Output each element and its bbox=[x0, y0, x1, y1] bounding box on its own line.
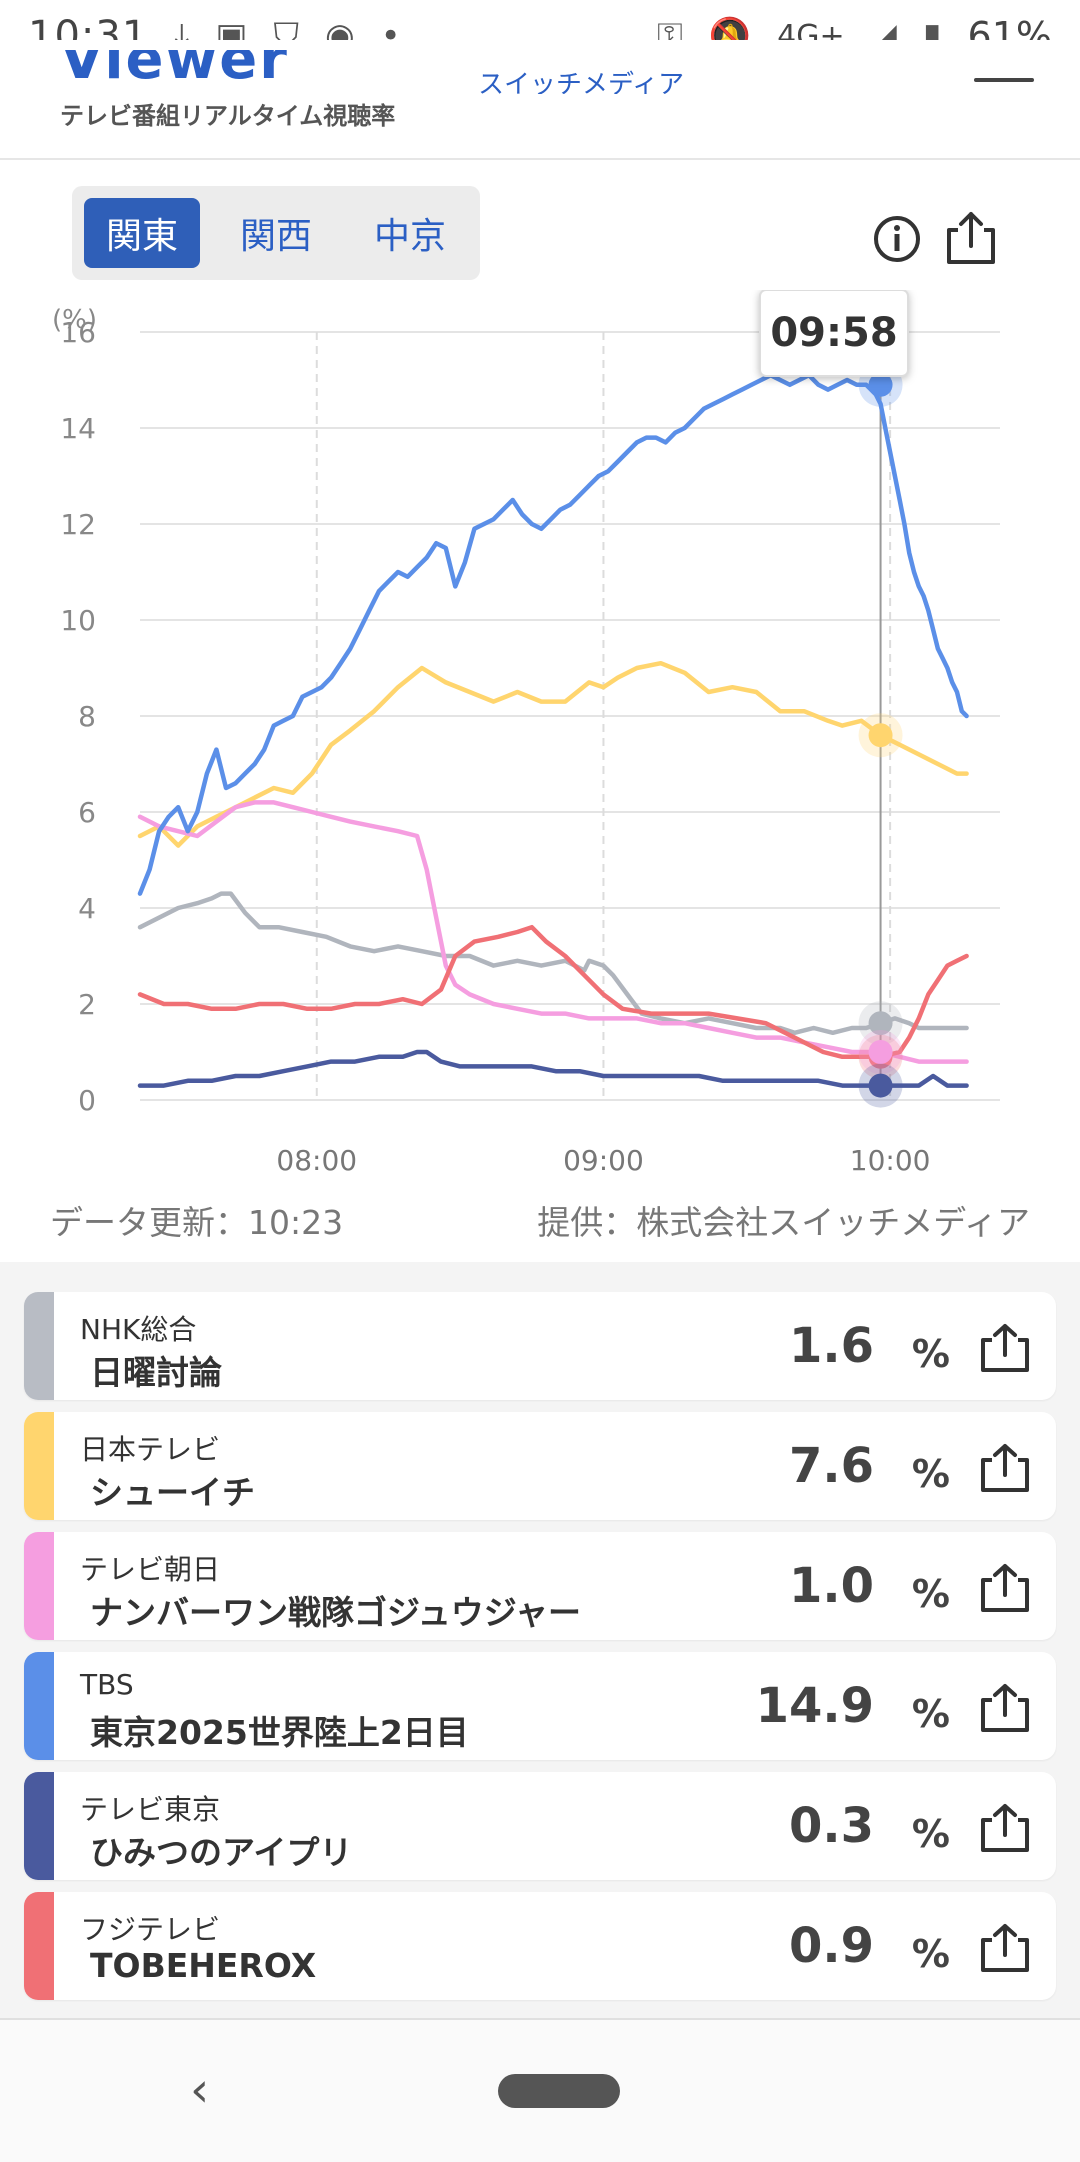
program-title: ひみつのアイプリ bbox=[90, 1833, 353, 1872]
rating-unit: % bbox=[911, 1452, 950, 1496]
tab-kanto[interactable]: 関東 bbox=[84, 198, 200, 268]
cursor-time-label: 09:58 bbox=[770, 310, 897, 356]
rating-value: 0.9 bbox=[788, 1918, 874, 1974]
share-icon[interactable] bbox=[944, 210, 998, 266]
marker-ex bbox=[868, 1040, 893, 1064]
channel-color-bar bbox=[24, 1892, 54, 2000]
y-tick-label: 4 bbox=[78, 892, 96, 925]
series-line-cx[interactable] bbox=[137, 924, 969, 1060]
viewership-line-chart[interactable]: 0 2 4 6 8 10 12 14 16 08:00 09:00 10:00 (%) 09:58 bbox=[0, 290, 1080, 1190]
program-title: シューイチ bbox=[90, 1473, 255, 1512]
y-tick-label: 6 bbox=[78, 796, 96, 829]
series-line-ntv[interactable] bbox=[137, 660, 969, 848]
share-icon[interactable] bbox=[978, 1442, 1032, 1494]
series-line-tbs[interactable] bbox=[137, 372, 969, 896]
channel-name: NHK総合 bbox=[80, 1313, 197, 1346]
chart-footer: データ更新：10:23 提供：株式会社スイッチメディア bbox=[0, 1196, 1080, 1246]
marker-nhk bbox=[868, 1011, 893, 1036]
channel-color-bar bbox=[24, 1292, 54, 1400]
y-unit-label: (%) bbox=[52, 305, 97, 335]
channel-name: フジテレビ bbox=[80, 1913, 221, 1946]
menu-icon[interactable] bbox=[974, 78, 1034, 82]
rating-unit: % bbox=[911, 1932, 950, 1976]
y-tick-label: 0 bbox=[78, 1084, 96, 1117]
x-tick-label: 10:00 bbox=[850, 1144, 931, 1177]
channel-card-tbs[interactable]: TBS 東京2025世界陸上2日目 14.9 % bbox=[24, 1652, 1056, 1760]
y-tick-label: 14 bbox=[60, 412, 96, 445]
rating-unit: % bbox=[911, 1572, 950, 1616]
channel-list: NHK総合 日曜討論 1.6 % 日本テレビ シューイチ 7.6 % テレビ朝日… bbox=[0, 1262, 1080, 2018]
channel-name: 日本テレビ bbox=[80, 1433, 221, 1466]
marker-tbs bbox=[868, 372, 893, 397]
series-line-ex[interactable] bbox=[137, 800, 969, 1064]
home-pill-button[interactable] bbox=[498, 2074, 620, 2108]
channel-color-bar bbox=[24, 1652, 54, 1760]
channel-name: テレビ東京 bbox=[80, 1793, 221, 1826]
rating-value: 14.9 bbox=[755, 1678, 874, 1734]
channel-color-bar bbox=[24, 1772, 54, 1880]
y-tick-label: 8 bbox=[78, 700, 96, 733]
share-icon[interactable] bbox=[978, 1682, 1032, 1734]
y-tick-label: 10 bbox=[60, 604, 96, 637]
rating-value: 1.0 bbox=[788, 1558, 874, 1614]
tab-chukyo[interactable]: 中京 bbox=[373, 216, 446, 257]
channel-card-cx[interactable]: フジテレビ TOBEHEROX 0.9 % bbox=[24, 1892, 1056, 2000]
x-tick-label: 09:00 bbox=[563, 1144, 644, 1177]
share-icon[interactable] bbox=[978, 1562, 1032, 1614]
channel-card-ntv[interactable]: 日本テレビ シューイチ 7.6 % bbox=[24, 1412, 1056, 1520]
header-brand[interactable]: スイッチメディア bbox=[478, 70, 685, 94]
rating-value: 1.6 bbox=[788, 1318, 874, 1374]
x-tick-label: 08:00 bbox=[276, 1144, 357, 1177]
series-line-tx[interactable] bbox=[137, 1049, 969, 1088]
data-provider-text: 提供：株式会社スイッチメディア bbox=[537, 1203, 1030, 1242]
share-icon[interactable] bbox=[978, 1922, 1032, 1974]
channel-color-bar bbox=[24, 1532, 54, 1640]
channel-name: TBS bbox=[80, 1668, 134, 1701]
y-tick-label: 12 bbox=[60, 508, 96, 541]
region-tabs: 関東 関西 中京 bbox=[72, 186, 480, 280]
channel-name: テレビ朝日 bbox=[80, 1553, 221, 1586]
rating-unit: % bbox=[911, 1332, 950, 1376]
system-nav-bar: ‹ bbox=[0, 2018, 1080, 2162]
y-tick-label: 2 bbox=[78, 988, 96, 1021]
share-icon[interactable] bbox=[978, 1802, 1032, 1854]
program-title: ナンバーワン戦隊ゴジュウジャー bbox=[90, 1593, 582, 1632]
channel-card-ex[interactable]: テレビ朝日 ナンバーワン戦隊ゴジュウジャー 1.0 % bbox=[24, 1532, 1056, 1640]
series-line-nhk[interactable] bbox=[137, 891, 969, 1036]
app-header: Viewer テレビ番組リアルタイム視聴率 スイッチメディア bbox=[0, 40, 1080, 160]
cursor-tooltip: 09:58 bbox=[759, 290, 909, 377]
channel-color-bar bbox=[24, 1412, 54, 1520]
rating-value: 7.6 bbox=[788, 1438, 874, 1494]
marker-tx bbox=[868, 1073, 893, 1098]
channel-card-tx[interactable]: テレビ東京 ひみつのアイプリ 0.3 % bbox=[24, 1772, 1056, 1880]
rating-unit: % bbox=[911, 1812, 950, 1856]
app-logo-subtitle: テレビ番組リアルタイム視聴率 bbox=[60, 102, 396, 130]
app-logo[interactable]: Viewer bbox=[60, 50, 289, 84]
rating-unit: % bbox=[911, 1692, 950, 1736]
program-title: TOBEHEROX bbox=[90, 1946, 317, 1985]
tab-kansai[interactable]: 関西 bbox=[239, 216, 312, 257]
channel-card-nhk[interactable]: NHK総合 日曜討論 1.6 % bbox=[24, 1292, 1056, 1400]
info-circle-icon[interactable] bbox=[872, 214, 922, 264]
marker-ntv bbox=[868, 723, 893, 748]
y-tick-label: 16 bbox=[60, 316, 96, 349]
program-title: 日曜討論 bbox=[90, 1353, 222, 1392]
data-updated-text: データ更新：10:23 bbox=[50, 1203, 344, 1242]
back-chevron-icon[interactable]: ‹ bbox=[190, 2062, 210, 2118]
share-icon[interactable] bbox=[978, 1322, 1032, 1374]
rating-value: 0.3 bbox=[788, 1798, 874, 1854]
program-title: 東京2025世界陸上2日目 bbox=[90, 1713, 469, 1752]
